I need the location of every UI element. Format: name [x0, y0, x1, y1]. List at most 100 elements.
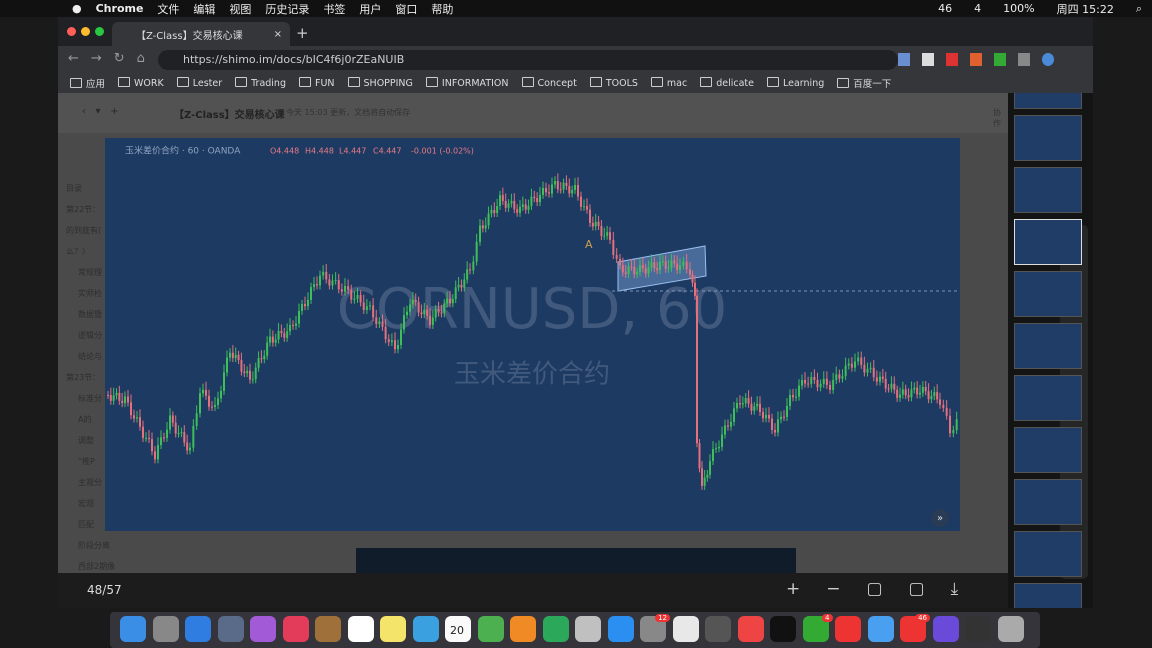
dock-icon[interactable] — [770, 616, 796, 642]
menu-item[interactable]: 书签 — [323, 2, 346, 16]
toc-item[interactable]: 实师检 — [78, 289, 102, 298]
app-name[interactable]: Chrome — [95, 2, 144, 15]
toc-item[interactable]: 目录 — [66, 184, 82, 193]
toc-item[interactable]: 逻辑分 — [78, 331, 102, 340]
toc-item[interactable]: 西部2期像 — [78, 562, 116, 571]
dock-icon[interactable] — [932, 616, 959, 642]
dock-icon[interactable] — [997, 616, 1024, 642]
scroll-button[interactable] — [931, 509, 949, 527]
dock-icon[interactable] — [217, 616, 244, 642]
dock-icon[interactable] — [542, 616, 569, 642]
dock-icon[interactable] — [835, 616, 861, 642]
dock-icon[interactable] — [380, 616, 406, 642]
dock-icon[interactable]: 12 — [640, 614, 670, 642]
dock-icon[interactable] — [412, 616, 439, 642]
ext[interactable] — [946, 53, 958, 66]
bookmark[interactable]: delicate — [700, 77, 754, 89]
toc-item[interactable]: 调整 — [78, 436, 94, 445]
thumbnail[interactable] — [1014, 271, 1082, 317]
toc-item[interactable]: 主观分 — [78, 478, 102, 487]
toc-item[interactable]: 第23节： — [66, 373, 101, 382]
toc-item[interactable]: 标准分 — [78, 394, 102, 403]
ext[interactable] — [970, 53, 982, 66]
dock-icon[interactable] — [250, 616, 276, 642]
bookmark[interactable]: SHOPPING — [348, 77, 413, 89]
toc-item[interactable]: 常规理 — [78, 268, 102, 277]
dock-icon[interactable] — [737, 616, 764, 642]
tab[interactable]: 【Z-Class】交易核心课 × — [112, 22, 290, 46]
address-bar[interactable]: https://shimo.im/docs/bIC4f6j0rZEaNUIB — [158, 50, 898, 70]
bookmark[interactable]: Learning — [767, 77, 824, 89]
menu-item[interactable]: 视图 — [229, 2, 252, 16]
dock-icon[interactable] — [607, 616, 634, 642]
dock-icon[interactable] — [315, 616, 341, 642]
thumbnail[interactable] — [1014, 167, 1082, 213]
menu-item[interactable]: 帮助 — [431, 2, 454, 16]
dock-icon[interactable]: 46 — [900, 614, 930, 642]
thumbnail[interactable] — [1014, 323, 1082, 369]
apple-menu[interactable]: ● — [72, 2, 82, 15]
ext[interactable] — [898, 53, 910, 66]
search[interactable]: ⌕ — [1135, 1, 1142, 15]
dock-icon[interactable] — [867, 616, 894, 642]
dock-icon[interactable]: 20 — [445, 616, 471, 642]
dock-icon[interactable] — [152, 616, 179, 642]
menu-item[interactable]: 窗口 — [395, 2, 418, 16]
thumbnail[interactable] — [1014, 115, 1082, 161]
dock-icon[interactable]: 4 — [802, 614, 833, 642]
ext[interactable] — [922, 53, 934, 66]
close-button[interactable] — [67, 27, 76, 36]
nav[interactable]: ‹ ▾ + — [82, 106, 119, 117]
toc-item[interactable]: 阶段分离 — [78, 541, 110, 550]
thumbnail[interactable] — [1014, 479, 1082, 525]
dock-icon[interactable] — [120, 616, 146, 642]
clock[interactable]: 周四 15:22 — [1056, 2, 1114, 16]
bookmark[interactable]: Trading — [235, 77, 286, 89]
ext[interactable] — [1018, 53, 1030, 66]
bookmark[interactable]: WORK — [118, 77, 164, 89]
bookmark[interactable]: TOOLS — [590, 77, 638, 89]
dock-icon[interactable] — [282, 616, 309, 642]
dock-icon[interactable] — [347, 616, 374, 642]
thumbnail[interactable] — [1014, 219, 1082, 265]
battery[interactable]: 100% — [1003, 2, 1035, 15]
dock-icon[interactable] — [575, 616, 601, 642]
ext[interactable] — [994, 53, 1006, 66]
dock-icon[interactable] — [477, 616, 504, 642]
bookmark[interactable]: Concept — [522, 77, 577, 89]
menu-item[interactable]: 历史记录 — [265, 2, 310, 16]
profile[interactable] — [1042, 53, 1054, 66]
thumbnail[interactable] — [1014, 427, 1082, 473]
bookmark[interactable]: Lester — [177, 77, 222, 89]
bookmark[interactable]: INFORMATION — [426, 77, 509, 89]
menu-item[interactable]: 用户 — [359, 2, 382, 16]
new-tab[interactable]: + — [296, 24, 309, 42]
toc-item[interactable]: 匹配 — [78, 520, 94, 529]
toc-item[interactable]: 结论与 — [78, 352, 102, 361]
zoom-button[interactable] — [95, 27, 104, 36]
minimize-button[interactable] — [81, 27, 90, 36]
thumbnail[interactable] — [1014, 531, 1082, 577]
tab-close[interactable]: × — [273, 28, 282, 40]
menu-item[interactable]: 编辑 — [193, 2, 216, 16]
nav-buttons[interactable]: ←→↻⌂ — [68, 51, 157, 66]
toc-item[interactable]: 数据暨 — [78, 310, 102, 319]
badge[interactable]: 46 — [938, 2, 953, 15]
share[interactable]: 协作 — [993, 108, 1001, 128]
toc-item[interactable]: 么？） — [66, 247, 90, 256]
bookmark[interactable]: 应用 — [70, 76, 105, 90]
thumbnail[interactable] — [1014, 375, 1082, 421]
dock-icon[interactable] — [705, 616, 731, 642]
thumbnail[interactable] — [1014, 93, 1082, 109]
toc-item[interactable]: 的到底有( — [66, 226, 102, 235]
dock-icon[interactable] — [185, 616, 211, 642]
badge[interactable]: 4 — [974, 2, 982, 15]
bookmark[interactable]: FUN — [299, 77, 335, 89]
toc-item[interactable]: A的 — [78, 415, 92, 424]
dock-icon[interactable] — [672, 616, 699, 642]
bookmark[interactable]: mac — [651, 77, 687, 89]
dock-icon[interactable] — [965, 616, 991, 642]
menu-item[interactable]: 文件 — [157, 2, 180, 16]
viewer-tools[interactable]: +−▢▢⤓ — [786, 579, 985, 599]
bookmark[interactable]: 百度一下 — [837, 76, 891, 90]
